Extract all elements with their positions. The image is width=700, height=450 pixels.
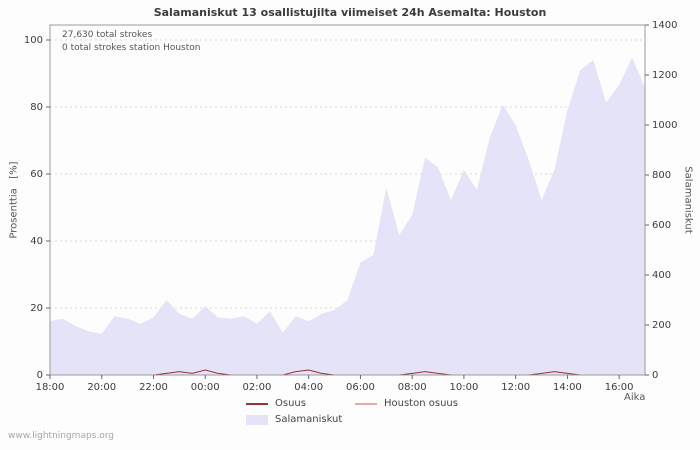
left-axis-tick-label: 80 xyxy=(30,102,43,113)
right-axis-tick-label: 0 xyxy=(652,370,658,381)
x-axis-tick-label: 16:00 xyxy=(605,382,634,393)
left-axis-tick-label: 40 xyxy=(30,236,43,247)
right-axis-tick-label: 1200 xyxy=(652,70,677,81)
right-axis-tick-label: 1000 xyxy=(652,120,677,131)
right-axis-tick-label: 200 xyxy=(652,320,671,331)
left-axis-tick-label: 0 xyxy=(37,370,43,381)
x-axis-tick-label: 20:00 xyxy=(87,382,116,393)
right-axis-tick-label: 800 xyxy=(652,170,671,181)
x-axis-tick-label: 12:00 xyxy=(501,382,530,393)
annotation-station-strokes: 0 total strokes station Houston xyxy=(62,43,201,53)
x-axis-label: Aika xyxy=(624,392,646,403)
x-axis-tick-label: 22:00 xyxy=(139,382,168,393)
right-axis-tick-label: 600 xyxy=(652,220,671,231)
x-axis-tick-label: 08:00 xyxy=(398,382,427,393)
x-axis-tick-label: 00:00 xyxy=(191,382,220,393)
legend-swatch-houston-osuus xyxy=(355,402,377,405)
legend-label-osuus: Osuus xyxy=(275,398,306,409)
area-series-salamaniskut xyxy=(50,57,645,375)
plot-border xyxy=(49,24,646,376)
left-axis-tick-label: 100 xyxy=(24,35,43,46)
right-axis-tick-label: 1400 xyxy=(652,20,677,31)
annotation-total-strokes: 27,630 total strokes xyxy=(62,30,153,40)
left-axis-tick-label: 60 xyxy=(30,169,43,180)
legend-item-osuus: Osuus xyxy=(246,398,306,409)
legend-item-houston-osuus: Houston osuus xyxy=(355,398,458,409)
legend-swatch-osuus xyxy=(246,402,268,405)
y-axis-label-right: Salamaniskut xyxy=(682,166,694,234)
legend-item-salamaniskut: Salamaniskut xyxy=(246,414,342,425)
legend-label-houston-osuus: Houston osuus xyxy=(384,398,458,409)
x-axis-tick-label: 10:00 xyxy=(449,382,478,393)
legend-swatch-salamaniskut xyxy=(246,414,268,425)
right-axis-tick-label: 400 xyxy=(652,270,671,281)
x-axis-tick-label: 06:00 xyxy=(346,382,375,393)
chart-title: Salamaniskut 13 osallistujilta viimeiset… xyxy=(153,6,547,19)
watermark: www.lightningmaps.org xyxy=(8,431,114,441)
left-axis-tick-label: 20 xyxy=(30,303,43,314)
x-axis-tick-label: 18:00 xyxy=(36,382,65,393)
y-axis-label-left: Prosenttia [%] xyxy=(8,161,20,239)
legend-label-salamaniskut: Salamaniskut xyxy=(275,414,343,425)
x-axis-tick-label: 04:00 xyxy=(294,382,323,393)
x-axis-tick-label: 02:00 xyxy=(243,382,272,393)
x-axis-tick-label: 14:00 xyxy=(553,382,582,393)
